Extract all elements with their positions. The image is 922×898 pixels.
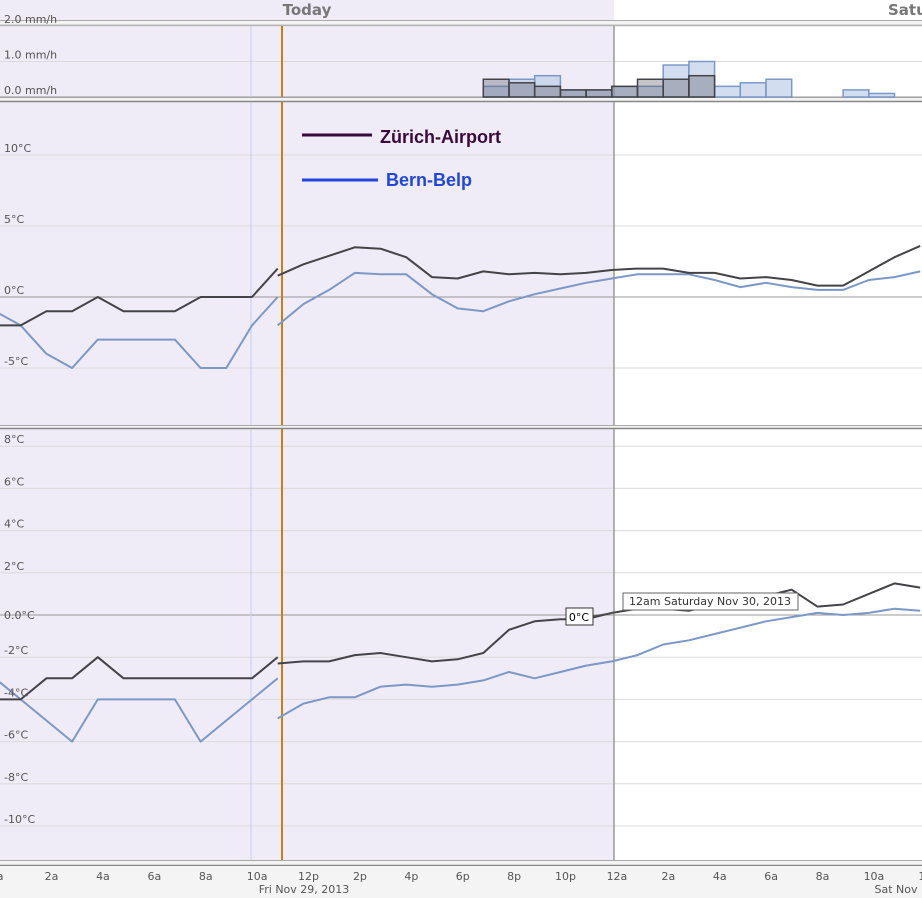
y-tick-label: 6°C bbox=[4, 475, 24, 488]
x-axis-bg bbox=[0, 866, 922, 898]
precip-bar-zurich bbox=[688, 74, 716, 98]
x-tick-label: 2a bbox=[45, 870, 59, 883]
tooltip-value: 0°C bbox=[569, 611, 589, 624]
precip-bar-bern bbox=[688, 60, 716, 98]
line-series-bern bbox=[277, 607, 921, 720]
legend[interactable]: Zürich-Airport Bern-Belp bbox=[302, 127, 501, 190]
panel-past-bg bbox=[0, 429, 614, 860]
y-tick-label: 2.0 mm/h bbox=[4, 13, 57, 26]
x-tick-label: 6a bbox=[764, 870, 778, 883]
x-tick-label: 6p bbox=[456, 870, 470, 883]
label-layer: 2.0 mm/h 1.0 mm/h 0.0 mm/h 10°C 5°C 0°C -5°C 8°… bbox=[0, 13, 922, 896]
precip-bar-zurich bbox=[559, 89, 587, 98]
y-tick-label: 2°C bbox=[4, 560, 24, 573]
x-tick-label: 10a bbox=[864, 870, 885, 883]
panel-separator bbox=[0, 860, 922, 866]
precip-bar-bern bbox=[765, 78, 793, 98]
x-tick-label: 8p bbox=[507, 870, 521, 883]
x-tick-label: 2a bbox=[661, 870, 675, 883]
precip-bar-zurich bbox=[482, 78, 510, 98]
x-tick-label: 10a bbox=[247, 870, 268, 883]
x-tick-label: 4p bbox=[404, 870, 418, 883]
y-tick-label: 0°C bbox=[4, 284, 24, 297]
legend-zurich-label: Zürich-Airport bbox=[380, 127, 501, 147]
precip-bar-zurich bbox=[533, 85, 562, 98]
x-date-label: Fri Nov 29, 2013 bbox=[259, 883, 350, 896]
precip-bar-zurich bbox=[636, 78, 664, 98]
y-tick-label: 4°C bbox=[4, 518, 24, 531]
panel-separator bbox=[0, 97, 922, 102]
x-tick-label: 10p bbox=[555, 870, 576, 883]
x-date-label: Sat Nov bbox=[874, 883, 917, 896]
tooltip: 0°C 12am Saturday Nov 30, 2013 bbox=[565, 592, 799, 626]
header-past-bg bbox=[0, 0, 614, 20]
y-tick-label: 10°C bbox=[4, 142, 31, 155]
line-series-zurich bbox=[277, 582, 921, 665]
line-series-bern bbox=[0, 296, 279, 369]
tooltip-time: 12am Saturday Nov 30, 2013 bbox=[629, 595, 791, 608]
panel-separator bbox=[0, 20, 922, 26]
y-tick-label: -8°C bbox=[4, 771, 28, 784]
precip-bar-bern bbox=[713, 85, 742, 98]
next-day-label: Satu bbox=[888, 1, 922, 19]
today-label: Today bbox=[283, 1, 332, 19]
precip-bar-zurich bbox=[611, 85, 639, 98]
y-tick-label: -10°C bbox=[4, 813, 35, 826]
grid-layer bbox=[0, 25, 922, 860]
x-tick-label: 4a bbox=[713, 870, 727, 883]
panel-future-bg bbox=[614, 429, 922, 860]
line-series-zurich bbox=[0, 656, 279, 701]
legend-bern-label: Bern-Belp bbox=[386, 170, 472, 190]
line-series-zurich bbox=[277, 244, 921, 287]
precip-bar-bern bbox=[842, 89, 870, 98]
y-tick-label: -4°C bbox=[4, 686, 28, 699]
precip-bar-bern bbox=[662, 64, 690, 98]
x-tick-label: 8a bbox=[199, 870, 213, 883]
y-tick-label: 5°C bbox=[4, 213, 24, 226]
y-tick-label: -2°C bbox=[4, 644, 28, 657]
y-tick-label: -6°C bbox=[4, 729, 28, 742]
precip-bar-zurich bbox=[508, 82, 536, 98]
tooltip-time-box bbox=[622, 592, 799, 611]
line-series-bern bbox=[277, 270, 921, 327]
precip-bar-bern bbox=[739, 82, 767, 98]
x-tick-label: 12p bbox=[298, 870, 319, 883]
tooltip-value-box bbox=[565, 607, 594, 626]
zero-value-label: 0.0°C bbox=[4, 609, 35, 622]
line-series-bern bbox=[0, 677, 279, 743]
precip-bar-zurich bbox=[585, 89, 613, 98]
y-tick-label: 8°C bbox=[4, 433, 24, 446]
y-tick-label: 0.0 mm/h bbox=[4, 84, 57, 97]
x-tick-label: 12a bbox=[607, 870, 628, 883]
panel-separator bbox=[0, 425, 922, 429]
x-tick-label: 6a bbox=[147, 870, 161, 883]
x-tick-label: 2p bbox=[353, 870, 367, 883]
line-series-zurich bbox=[0, 267, 279, 327]
x-tick-label: 12 bbox=[918, 870, 922, 883]
precip-bar-bern bbox=[868, 92, 896, 98]
data-layer bbox=[0, 60, 921, 743]
precip-bar-zurich bbox=[662, 78, 690, 98]
x-tick-label: 4a bbox=[96, 870, 110, 883]
x-tick-label: a bbox=[0, 870, 4, 883]
y-tick-label: 1.0 mm/h bbox=[4, 49, 57, 62]
x-tick-label: 8a bbox=[816, 870, 830, 883]
y-tick-label: -5°C bbox=[4, 355, 28, 368]
panel-future-bg bbox=[614, 102, 922, 425]
